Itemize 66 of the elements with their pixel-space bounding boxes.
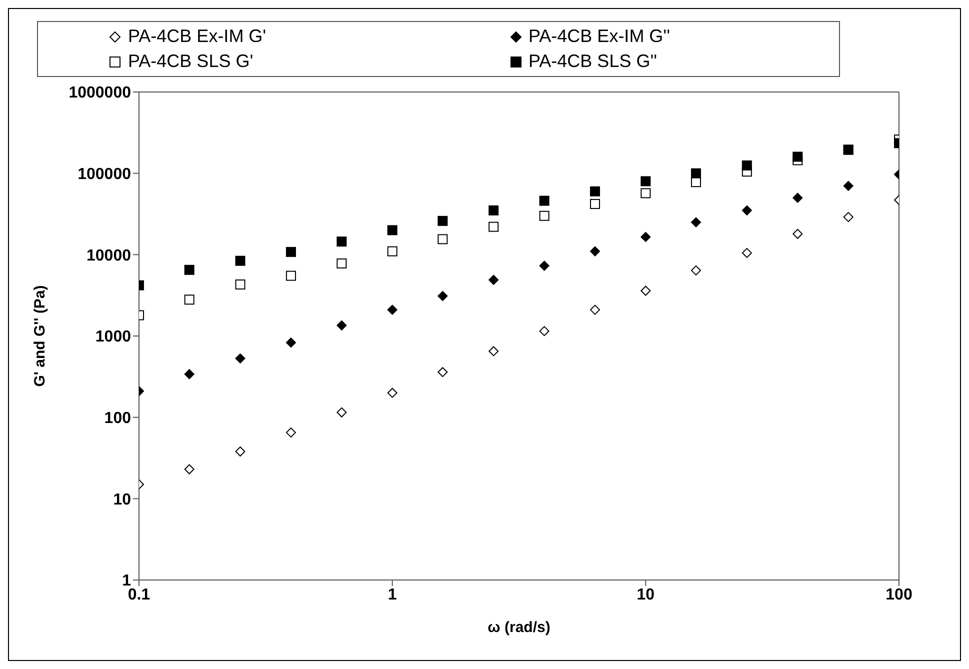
point [336,320,347,330]
point [235,256,246,266]
point [539,326,550,336]
point [742,205,752,216]
point [590,246,600,256]
x-tick-label: 100 [886,586,912,604]
x-tick-label: 10 [636,586,655,604]
y-tick-label: 100000 [78,166,132,184]
point [539,196,550,206]
point [438,216,448,226]
y-tick-label: 1000 [95,328,132,346]
x-tick-label: 1 [388,586,397,604]
y-tick-label: 10000 [86,247,132,264]
legend-label: PA-4CB SLS G'' [528,51,658,72]
point [235,353,246,364]
point [488,222,499,232]
point [640,232,651,242]
point [184,369,194,380]
point [336,258,347,268]
y-tick-label: 10 [113,491,132,508]
point [640,188,651,198]
point [286,338,296,348]
point [792,192,803,203]
point [742,160,752,170]
point [336,236,347,247]
point [640,286,651,296]
y-tick-label: 1000000 [68,84,132,102]
point [488,346,499,356]
point [184,294,194,305]
point [286,270,296,281]
point [387,246,398,256]
point [792,228,803,239]
y-axis-title: G' and G'' (Pa) [31,285,48,387]
point [690,168,701,178]
point [742,248,752,258]
point [235,446,246,457]
point [438,367,448,378]
point [438,291,448,302]
point [286,246,296,257]
point [539,210,550,221]
point [792,152,803,162]
point [640,176,651,186]
point [690,265,701,276]
point [539,260,550,271]
point [488,274,499,285]
point [590,198,600,209]
legend-label: PA-4CB Ex-IM G' [128,26,266,47]
point [590,186,600,196]
y-tick-label: 100 [104,410,132,428]
point [843,212,854,222]
legend-label: PA-4CB SLS G' [128,51,254,72]
point [184,264,194,275]
point [690,217,701,228]
point [184,464,194,474]
point [286,428,296,438]
point [590,304,600,315]
point [488,205,499,216]
point [387,225,398,236]
legend-label: PA-4CB Ex-IM G'' [528,26,670,47]
point [387,388,398,398]
point [336,407,347,418]
point [235,279,246,290]
point [438,234,448,244]
point [387,304,398,315]
point [843,180,854,191]
x-axis-title: ω (rad/s) [488,619,550,636]
